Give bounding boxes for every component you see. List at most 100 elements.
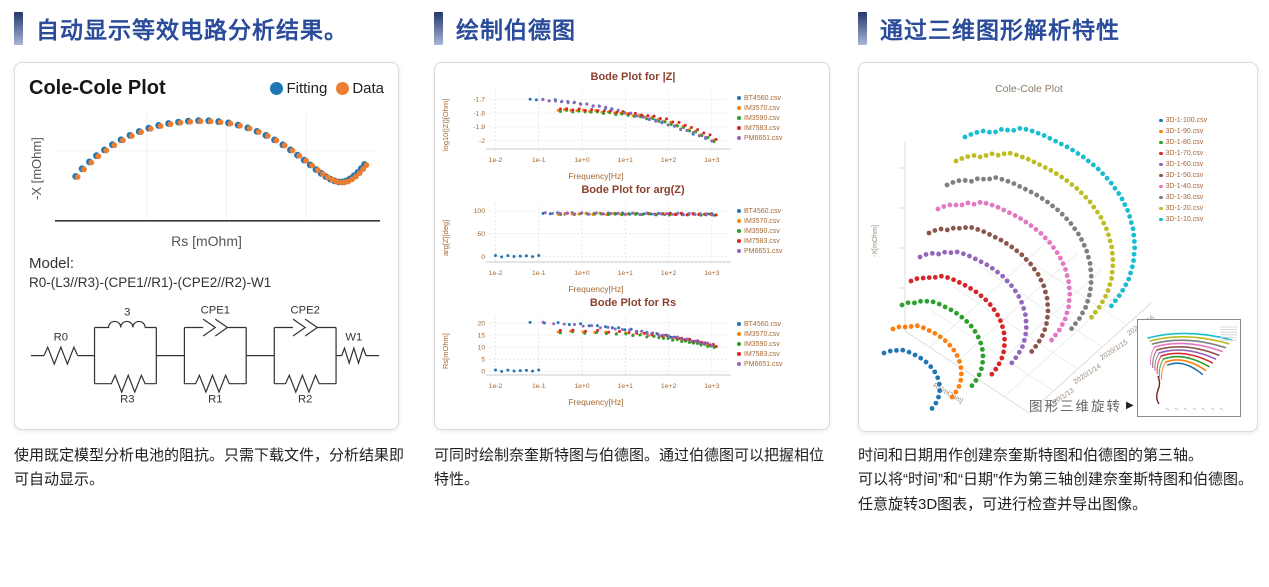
cpe2-symbol [274, 318, 337, 337]
rotate-3d-label: 图形三维旋转 [1029, 399, 1122, 414]
legend-item-data: Data [336, 80, 384, 97]
legend-label: BT4560.csv [744, 207, 781, 215]
model-formula: R0-(L3//R3)-(CPE1//R1)-(CPE2//R2)-W1 [29, 274, 272, 290]
legend-dot [1159, 151, 1163, 156]
legend-label: IM3570.csv [744, 104, 780, 112]
bode-rs-chart: 1e-2 1e-1 1e+0 1e+1 1e+2 1e+3 20 15 10 5 0 [477, 317, 731, 390]
legend-label: 3D-1-50.csv [1165, 172, 1204, 179]
svg-text:-X[mOhm]: -X[mOhm] [872, 225, 879, 257]
svg-text:0: 0 [481, 369, 485, 376]
label-r0: R0 [54, 331, 68, 343]
plot3d-legend: 3D-1-100.csv 3D-1-90.csv 3D-1-80.csv 3D-1-7… [1159, 115, 1255, 225]
heading-accent-bar [14, 11, 23, 45]
legend-dot [1159, 173, 1163, 178]
bode-z-row: log10(|Z|)[Ohm] 1e-2 1e-1 1e+0 1e+1 1e+2 1e+3… [441, 85, 825, 171]
rotate-3d-note[interactable]: 图形三维旋转 ▶ [1029, 395, 1134, 415]
section-heading-2: 绘制伯德图 [434, 8, 832, 48]
equivalent-circuit-diagram: R0 3 CPE1 CPE2 W1 R3 R1 R2 [30, 304, 380, 405]
legend-label: IM7583.csv [744, 350, 780, 358]
legend-item: BT4560.csv [737, 206, 821, 216]
legend-label: IM3570.csv [744, 330, 780, 338]
svg-text:0: 0 [481, 254, 485, 261]
legend-label: 3D-1-70.csv [1165, 150, 1204, 157]
svg-text:1e+2: 1e+2 [661, 157, 677, 164]
svg-text:5: 5 [481, 357, 485, 364]
legend-label: 3D-1-100.csv [1165, 117, 1208, 124]
svg-text:10: 10 [477, 345, 485, 352]
legend-label: BT4560.csv [744, 94, 781, 102]
svg-text:1e+3: 1e+3 [704, 157, 720, 164]
legend-label: 3D-1-30.csv [1165, 194, 1204, 201]
parallel-block-3 [273, 327, 337, 384]
legend-dot [270, 81, 284, 95]
legend-dot [1159, 195, 1163, 200]
bode-arg-title: Bode Plot for arg(Z) [581, 184, 685, 196]
cole-x-axis-label: Rs [mOhm] [171, 233, 242, 249]
cole-y-axis-label: -X [mOhm] [29, 137, 44, 201]
svg-text:1e+1: 1e+1 [618, 383, 634, 390]
label-r1: R1 [208, 393, 222, 405]
play-triangle-icon: ▶ [1126, 399, 1134, 411]
svg-text:-1.8: -1.8 [473, 110, 485, 117]
bode-z-ylabel: log10(|Z|)[Ohm] [441, 98, 450, 152]
legend-item: IM3570.csv [737, 216, 821, 226]
plot3d-title: Cole-Cole Plot [995, 83, 1063, 95]
plot3d-chart[interactable]: -X[mOhm]Rs[mOhm]Date2020/1/132020/1/1420… [859, 63, 1257, 431]
cole-legend: Fitting Data [270, 80, 384, 97]
bode-rs-xlabel: Frequency[Hz] [568, 397, 624, 407]
legend-label: IM7583.csv [744, 124, 780, 132]
svg-text:1e+2: 1e+2 [661, 270, 677, 277]
section-title-1: 自动显示等效电路分析结果。 [36, 17, 348, 43]
legend-dot [737, 362, 741, 366]
caption-3-line-2: 可以将“时间”和“日期”作为第三轴创建奈奎斯特图和伯德图。任意旋转3D图表，可进… [858, 471, 1253, 513]
legend-label: IM3590.csv [744, 114, 780, 122]
legend-item: 3D-1-20.csv [1159, 203, 1255, 214]
section-bode: 绘制伯德图 Bode Plot for |Z| log10(|Z|)[Ohm] … [434, 8, 832, 488]
label-l3: 3 [124, 306, 130, 318]
svg-text:1e-1: 1e-1 [532, 157, 546, 164]
svg-text:1e-1: 1e-1 [532, 383, 546, 390]
bode-rs-title: Bode Plot for Rs [589, 297, 677, 309]
svg-text:1e-2: 1e-2 [489, 383, 503, 390]
legend-dot [1159, 118, 1163, 123]
legend-label: IM3570.csv [744, 217, 780, 225]
svg-text:15: 15 [477, 332, 485, 339]
svg-text:1e+0: 1e+0 [574, 157, 590, 164]
svg-text:2020/1/14: 2020/1/14 [1072, 363, 1102, 386]
bode-arg-legend: BT4560.csv IM3570.csv IM3590.csv IM7583.csv… [737, 198, 821, 256]
label-w1: W1 [345, 331, 362, 343]
legend-dot [737, 116, 741, 120]
legend-dot [737, 342, 741, 346]
legend-label: PM6651.csv [744, 134, 783, 142]
bode-z-chart: 1e-2 1e-1 1e+0 1e+1 1e+2 1e+3 -1.7 -1.8 -1.9 -2 [473, 91, 731, 164]
legend-dot [737, 332, 741, 336]
section-title-3: 通过三维图形解析特性 [880, 17, 1120, 43]
legend-label: 3D-1-20.csv [1165, 205, 1204, 212]
svg-text:-2: -2 [479, 138, 485, 145]
rotated-view-thumbnail[interactable] [1137, 319, 1241, 417]
legend-item: IM7583.csv [737, 236, 821, 246]
legend-item: 3D-1-30.csv [1159, 192, 1255, 203]
legend-dot [737, 239, 741, 243]
bode-z-title: Bode Plot for |Z| [590, 71, 676, 83]
bode-plot-z: Bode Plot for |Z| log10(|Z|)[Ohm] 1e-2 1e… [441, 71, 825, 182]
legend-item: 3D-1-60.csv [1159, 159, 1255, 170]
bode-arg-xlabel: Frequency[Hz] [568, 284, 624, 294]
legend-label: Data [352, 79, 384, 97]
legend-dot [1159, 129, 1163, 134]
label-r2: R2 [298, 393, 312, 405]
resistor-r1 [184, 373, 247, 394]
legend-dot [1159, 206, 1163, 211]
legend-item-fitting: Fitting [270, 80, 327, 97]
svg-text:1e+1: 1e+1 [618, 270, 634, 277]
legend-item: IM3590.csv [737, 226, 821, 236]
svg-text:-1.7: -1.7 [473, 97, 485, 104]
resistor-r2 [274, 373, 337, 394]
legend-dot [737, 219, 741, 223]
cole-plot-title: Cole-Cole Plot [29, 76, 166, 99]
legend-dot [737, 136, 741, 140]
section-heading-3: 通过三维图形解析特性 [858, 8, 1260, 48]
section-3d: 通过三维图形解析特性 -X[mOhm]Rs[mOhm]Date2020/1/13… [858, 8, 1260, 513]
legend-item: BT4560.csv [737, 93, 821, 103]
